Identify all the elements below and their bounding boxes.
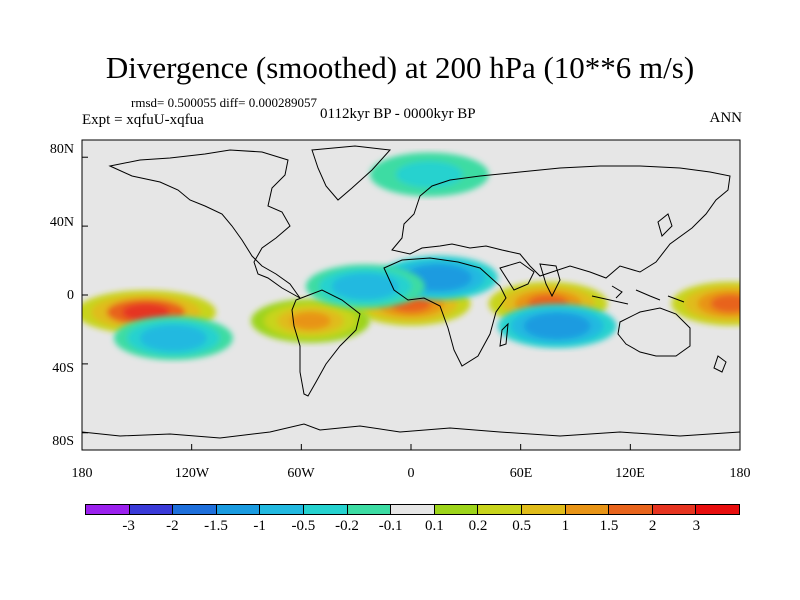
colorbar-swatch	[652, 505, 697, 514]
colorbar-swatch	[216, 505, 261, 514]
colorbar-swatch	[129, 505, 174, 514]
colorbar-label: 1.5	[599, 518, 619, 534]
colorbar-label: 0.5	[512, 518, 532, 534]
field-feature	[250, 298, 370, 343]
map-title: Divergence (smoothed) at 200 hPa (10**6 …	[105, 50, 695, 85]
field-contour	[122, 303, 170, 322]
field-contour	[290, 312, 331, 330]
axis-ticks	[81, 156, 741, 450]
colorbar-swatch	[86, 505, 130, 514]
coastline-north-america	[108, 149, 301, 299]
colorbar-label: 1	[561, 518, 570, 534]
divergence-field	[82, 152, 740, 361]
colorbar-label: 0.2	[468, 518, 488, 534]
field-feature	[305, 264, 425, 309]
coastline-australia	[617, 307, 691, 357]
x-tick-label: 0	[407, 466, 415, 481]
colorbar-label: 3	[692, 518, 701, 534]
colorbar-swatch	[696, 505, 739, 514]
y-tick-label: 40S	[52, 361, 74, 376]
coastlines	[82, 145, 740, 439]
x-tick-label: 60E	[509, 466, 533, 481]
colorbar-label: 0.1	[424, 518, 444, 534]
x-tick-label: 60W	[287, 466, 315, 481]
x-tick-label: 120W	[174, 466, 210, 481]
field-feature	[671, 281, 740, 326]
colorbar-label: -0.1	[378, 518, 403, 534]
field-feature	[369, 152, 489, 197]
colorbar-label: -1.5	[204, 518, 228, 534]
experiment-label: Expt = xqfuU-xqfua	[82, 112, 204, 128]
x-tick-label: 120E	[615, 466, 645, 481]
colorbar-swatch	[565, 505, 610, 514]
period-label: 0112kyr BP - 0000kyr BP	[320, 106, 476, 122]
colorbar-swatch	[260, 505, 304, 514]
colorbar-swatch	[434, 505, 479, 514]
coastline-arabia-india	[499, 261, 561, 298]
field-contour	[409, 165, 450, 184]
coastline-south-america	[291, 289, 361, 397]
field-contour	[710, 294, 740, 313]
coastline-madagascar	[499, 322, 509, 347]
colorbar-label: -0.2	[335, 518, 359, 534]
y-tick-label: 40N	[49, 215, 74, 230]
coastline-eurasia	[391, 165, 731, 279]
x-tick-label: 180	[729, 466, 751, 481]
rmsd-stats: rmsd= 0.500055 diff= 0.000289057	[131, 95, 317, 110]
field-contour	[418, 268, 459, 287]
colorbar-label: -0.5	[291, 518, 316, 534]
colorbar-swatch	[478, 505, 522, 514]
colorbar-swatch	[347, 505, 392, 514]
season-label: ANN	[709, 110, 743, 126]
coastline-new-zealand	[713, 355, 727, 373]
field-feature	[497, 304, 617, 348]
colorbar-swatch	[173, 505, 217, 514]
colorbar-label: -1	[253, 518, 266, 534]
colorbar-swatch	[521, 505, 566, 514]
colorbar-label: 2	[648, 518, 657, 534]
colorbar	[85, 504, 740, 515]
colorbar-label: -2	[166, 518, 179, 534]
y-tick-label: 0	[67, 288, 74, 303]
coastline-antarctica	[82, 423, 740, 439]
x-tick-label: 180	[71, 466, 93, 481]
field-contour	[536, 317, 578, 335]
colorbar-swatch	[609, 505, 653, 514]
coastline-africa	[383, 257, 507, 367]
field-contour	[345, 277, 386, 296]
coastline-indonesia	[591, 285, 685, 305]
colorbar-label: -3	[122, 518, 135, 534]
field-contour	[153, 329, 194, 347]
coastline-greenland	[311, 145, 392, 201]
y-tick-label: 80S	[52, 434, 74, 449]
coastline-japan	[657, 213, 673, 237]
colorbar-swatch	[391, 505, 435, 514]
y-tick-label: 80N	[49, 142, 74, 157]
colorbar-swatch	[303, 505, 348, 514]
field-feature	[113, 316, 233, 361]
